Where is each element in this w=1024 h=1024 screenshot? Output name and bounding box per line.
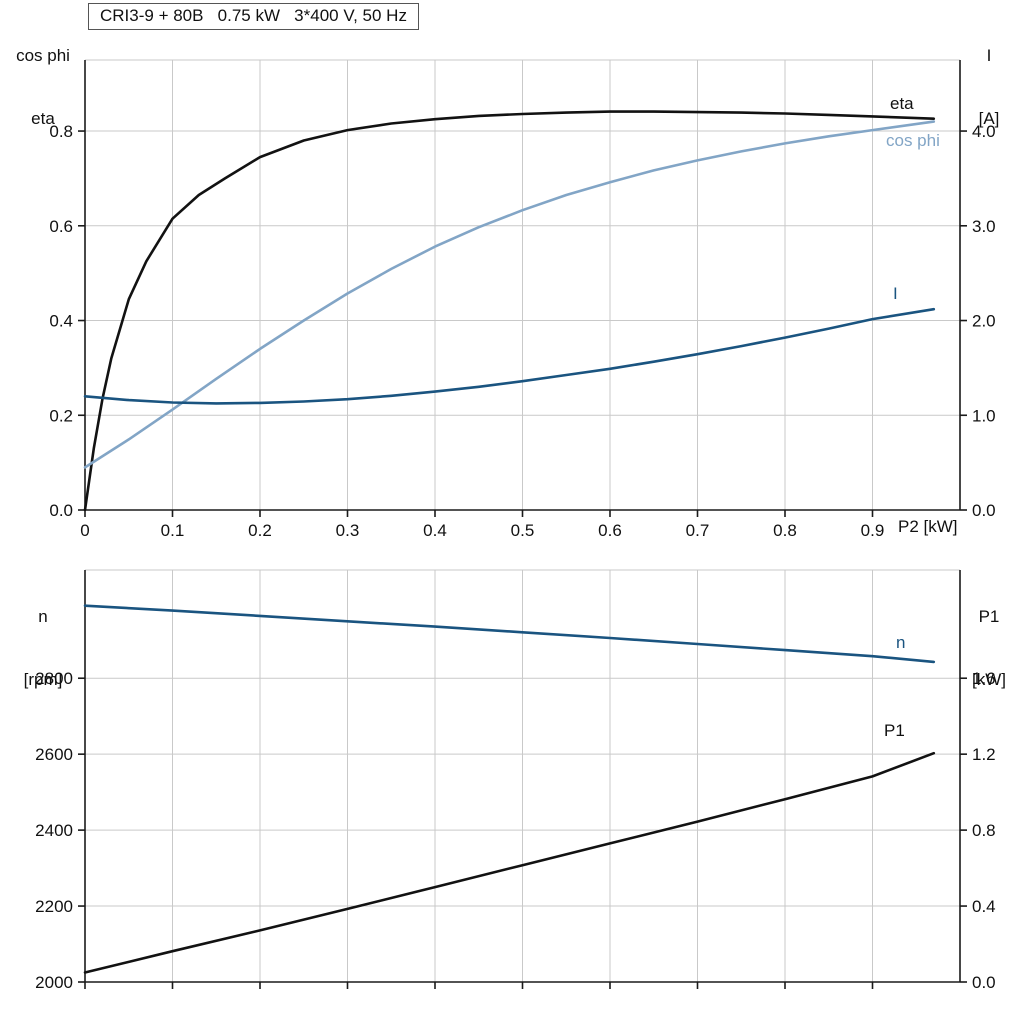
bottom-left-axis-title: n [rpm] bbox=[4, 564, 82, 732]
curve-n bbox=[83, 604, 936, 664]
right-tick-label: 1.2 bbox=[972, 745, 996, 764]
curve-p1 bbox=[83, 751, 936, 974]
right-tick-label: 0.0 bbox=[972, 973, 996, 992]
x-tick-label: 0.2 bbox=[248, 521, 272, 540]
chart-title-box: CRI3-9 + 80B 0.75 kW 3*400 V, 50 Hz bbox=[88, 3, 419, 30]
x-tick-label: 0.3 bbox=[336, 521, 360, 540]
x-axis-title: P2 [kW] bbox=[898, 517, 958, 536]
current-axis-label: I bbox=[986, 46, 992, 65]
x-tick-label: 0.9 bbox=[861, 521, 885, 540]
bottom-right-axis-title: P1 [kW] bbox=[958, 564, 1020, 732]
right-tick-label: 4.0 bbox=[972, 122, 996, 141]
left-tick-label: 0.2 bbox=[49, 406, 73, 425]
right-tick-label: 1.0 bbox=[972, 406, 996, 425]
current-unit-label: [A] bbox=[978, 109, 1000, 128]
p1-unit-label: [kW] bbox=[972, 670, 1006, 689]
right-tick-label: 0.0 bbox=[972, 501, 996, 520]
speed-unit-label: [rpm] bbox=[23, 670, 63, 689]
p1-curve-label: P1 bbox=[884, 721, 905, 740]
top-left-axis-title: cos phi eta bbox=[4, 3, 82, 171]
current-curve-label: I bbox=[893, 284, 898, 303]
right-tick-label: 2.0 bbox=[972, 312, 996, 331]
left-tick-label: 0.4 bbox=[49, 312, 73, 331]
right-tick-label: 0.8 bbox=[972, 821, 996, 840]
x-tick-label: 0.8 bbox=[773, 521, 797, 540]
top-right-axis-title: I [A] bbox=[958, 3, 1020, 171]
left-tick-label: 2800 bbox=[35, 669, 73, 688]
x-tick-label: 0.7 bbox=[686, 521, 710, 540]
curve-current bbox=[83, 307, 936, 405]
x-tick-label: 0.6 bbox=[598, 521, 622, 540]
x-tick-label: 0 bbox=[80, 521, 89, 540]
x-tick-label: 0.4 bbox=[423, 521, 447, 540]
x-tick-label: 0.1 bbox=[161, 521, 185, 540]
left-tick-label: 2200 bbox=[35, 897, 73, 916]
left-tick-label: 2400 bbox=[35, 821, 73, 840]
left-tick-label: 0.8 bbox=[49, 122, 73, 141]
speed-curve-label: n bbox=[896, 633, 906, 652]
cos-phi-curve-label: cos phi bbox=[886, 131, 940, 150]
x-tick-label: 0.5 bbox=[511, 521, 535, 540]
curve-cos-phi bbox=[83, 120, 936, 469]
p1-axis-label: P1 bbox=[978, 607, 1000, 626]
eta-axis-label: eta bbox=[31, 109, 55, 128]
left-tick-label: 0.0 bbox=[49, 501, 73, 520]
left-tick-label: 2000 bbox=[35, 973, 73, 992]
cos-phi-axis-label: cos phi bbox=[16, 46, 70, 65]
top-chart-canvas: 0 0.1 0.2 0.3 0.4 0.5 0.6 0.7 0.8 0.9 0.0 0.2 0.4 0.6… bbox=[49, 59, 996, 540]
bottom-chart-canvas: 2000 2200 2400 2600 2800 0.0 0.4 0.8 1.2 1.6 bbox=[35, 569, 996, 992]
curve-eta bbox=[83, 110, 936, 512]
right-tick-label: 3.0 bbox=[972, 217, 996, 236]
left-tick-label: 2600 bbox=[35, 745, 73, 764]
right-tick-label: 1.6 bbox=[972, 669, 996, 688]
eta-curve-label: eta bbox=[890, 94, 914, 113]
left-tick-label: 0.6 bbox=[49, 217, 73, 236]
speed-axis-label: n bbox=[38, 607, 48, 626]
right-tick-label: 0.4 bbox=[972, 897, 996, 916]
